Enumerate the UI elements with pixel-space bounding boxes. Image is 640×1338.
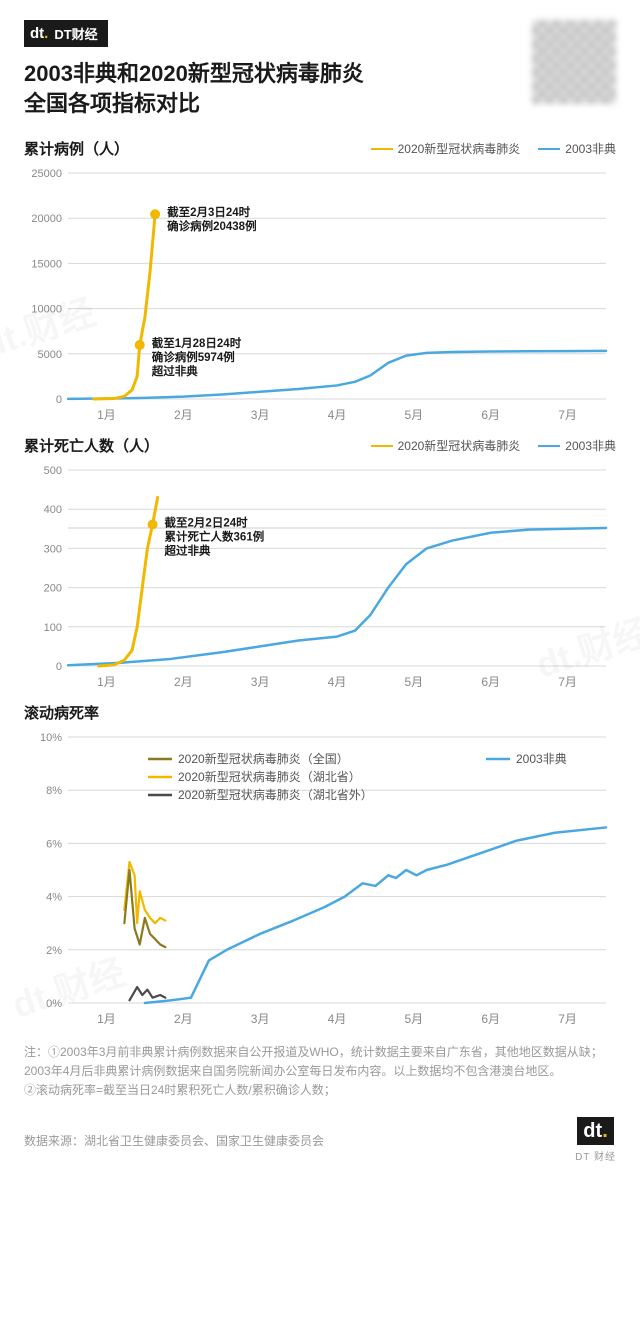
svg-text:10%: 10% xyxy=(40,732,62,744)
svg-text:3月: 3月 xyxy=(251,675,270,689)
svg-text:6月: 6月 xyxy=(481,408,500,422)
legend-swatch-covid xyxy=(371,148,393,151)
svg-text:2月: 2月 xyxy=(174,408,193,422)
chart3-svg: 0% 2% 4% 6% 8% 10% 1月 2月 3月 4月 5月 6月 7月 2020新型冠状病毒肺炎（… xyxy=(24,729,616,1029)
footer-brand: dt. DT 财经 xyxy=(575,1117,616,1163)
legend-swatch-sars xyxy=(538,148,560,151)
svg-text:200: 200 xyxy=(44,583,62,595)
brand-logo-text: dt. xyxy=(30,25,48,42)
svg-text:15000: 15000 xyxy=(31,259,62,271)
svg-text:8%: 8% xyxy=(46,786,62,798)
svg-text:25000: 25000 xyxy=(31,168,62,180)
svg-text:7月: 7月 xyxy=(558,408,577,422)
svg-text:0%: 0% xyxy=(46,998,62,1010)
svg-text:超过非典: 超过非典 xyxy=(164,544,211,558)
infographic-container: dt.财经 dt.财经 dt.财经 dt. DT财经 2003非典和2020新型… xyxy=(0,0,640,1183)
svg-text:2月: 2月 xyxy=(174,675,193,689)
svg-text:截至2月3日24时: 截至2月3日24时 xyxy=(167,206,251,220)
svg-text:截至1月28日24时: 截至1月28日24时 xyxy=(152,336,242,350)
svg-text:4月: 4月 xyxy=(328,1012,347,1026)
chart-fatality-rate: 滚动病死率 0% 2% 4% 6% 8% 10% 1月 2月 3月 4月 5月 6月 7月 2020新型冠… xyxy=(24,702,616,1029)
chart-cumulative-deaths: 累计死亡人数（人） 2020新型冠状病毒肺炎 2003非典 0 100 200 300… xyxy=(24,435,616,692)
chart1-title: 累计病例（人） xyxy=(24,138,129,159)
chart3-title: 滚动病死率 xyxy=(24,702,99,723)
footnote-2: ②滚动病死率=截至当日24时累积死亡人数/累积确诊人数； xyxy=(24,1081,616,1100)
svg-text:3月: 3月 xyxy=(251,408,270,422)
svg-text:400: 400 xyxy=(44,505,62,517)
svg-text:2%: 2% xyxy=(46,945,62,957)
svg-text:0: 0 xyxy=(56,661,62,673)
legend-swatch-covid xyxy=(371,445,393,448)
chart1-legend: 2020新型冠状病毒肺炎 2003非典 xyxy=(371,140,616,157)
data-source: 数据来源：湖北省卫生健康委员会、国家卫生健康委员会 xyxy=(24,1132,324,1149)
svg-text:4月: 4月 xyxy=(328,675,347,689)
svg-text:5月: 5月 xyxy=(405,675,424,689)
chart2-title: 累计死亡人数（人） xyxy=(24,435,159,456)
svg-text:确诊病例5974例: 确诊病例5974例 xyxy=(152,350,235,364)
svg-text:0: 0 xyxy=(56,394,62,406)
svg-text:2月: 2月 xyxy=(174,1012,193,1026)
svg-text:5000: 5000 xyxy=(38,349,62,361)
svg-text:累计死亡人数361例: 累计死亡人数361例 xyxy=(165,530,265,544)
chart2-legend: 2020新型冠状病毒肺炎 2003非典 xyxy=(371,437,616,454)
chart-cumulative-cases: 累计病例（人） 2020新型冠状病毒肺炎 2003非典 0 5000 10000 15… xyxy=(24,138,616,425)
svg-text:7月: 7月 xyxy=(558,1012,577,1026)
svg-text:6月: 6月 xyxy=(481,1012,500,1026)
svg-text:100: 100 xyxy=(44,622,62,634)
footnote-1: 注：①2003年3月前非典累计病例数据来自公开报道及WHO，统计数据主要来自广东… xyxy=(24,1043,616,1080)
svg-text:2020新型冠状病毒肺炎（全国）: 2020新型冠状病毒肺炎（全国） xyxy=(178,751,349,766)
svg-text:4月: 4月 xyxy=(328,408,347,422)
svg-text:6月: 6月 xyxy=(481,675,500,689)
qr-code-blurred xyxy=(532,20,616,104)
svg-text:确诊病例20438例: 确诊病例20438例 xyxy=(167,220,256,234)
svg-text:1月: 1月 xyxy=(97,675,116,689)
chart2-svg: 0 100 200 300 400 500 1月 2月 3月 4月 5月 6月 7月 截至2月2日24时累… xyxy=(24,462,616,692)
svg-text:500: 500 xyxy=(44,465,62,477)
svg-text:2020新型冠状病毒肺炎（湖北省）: 2020新型冠状病毒肺炎（湖北省） xyxy=(178,769,361,784)
svg-text:2020新型冠状病毒肺炎（湖北省外）: 2020新型冠状病毒肺炎（湖北省外） xyxy=(178,787,373,802)
brand-label: DT财经 xyxy=(54,24,97,43)
svg-text:300: 300 xyxy=(44,544,62,556)
svg-text:1月: 1月 xyxy=(97,408,116,422)
svg-text:20000: 20000 xyxy=(31,214,62,226)
svg-text:6%: 6% xyxy=(46,839,62,851)
svg-text:4%: 4% xyxy=(46,892,62,904)
footer: 数据来源：湖北省卫生健康委员会、国家卫生健康委员会 dt. DT 财经 xyxy=(24,1117,616,1163)
legend-swatch-sars xyxy=(538,445,560,448)
footnotes: 注：①2003年3月前非典累计病例数据来自公开报道及WHO，统计数据主要来自广东… xyxy=(24,1043,616,1099)
svg-text:超过非典: 超过非典 xyxy=(151,364,198,378)
svg-text:5月: 5月 xyxy=(405,408,424,422)
chart1-svg: 0 5000 10000 15000 20000 25000 1月 2月 3月 4月 5月 6月 7月 截… xyxy=(24,165,616,425)
svg-text:3月: 3月 xyxy=(251,1012,270,1026)
svg-text:1月: 1月 xyxy=(97,1012,116,1026)
svg-text:截至2月2日24时: 截至2月2日24时 xyxy=(165,516,249,530)
brand-badge: dt. DT财经 xyxy=(24,20,108,47)
svg-text:10000: 10000 xyxy=(31,304,62,316)
svg-text:2003非典: 2003非典 xyxy=(516,752,567,766)
svg-text:5月: 5月 xyxy=(405,1012,424,1026)
svg-text:7月: 7月 xyxy=(558,675,577,689)
main-title: 2003非典和2020新型冠状病毒肺炎全国各项指标对比 xyxy=(24,59,616,118)
